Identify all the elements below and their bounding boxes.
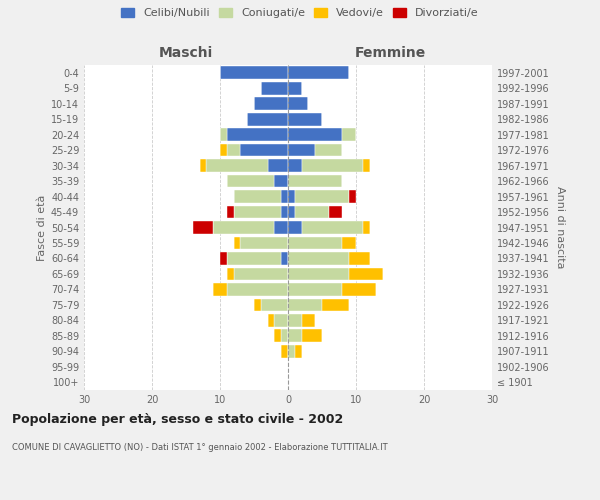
Bar	[343, 128, 356, 141]
Bar	[227, 128, 288, 141]
Bar	[288, 206, 295, 218]
Bar	[227, 252, 281, 265]
Bar	[220, 252, 227, 265]
Bar	[288, 144, 315, 156]
Bar	[288, 66, 349, 79]
Bar	[220, 144, 227, 156]
Bar	[254, 98, 288, 110]
Bar	[295, 345, 302, 358]
Bar	[363, 221, 370, 234]
Bar	[274, 330, 281, 342]
Bar	[261, 298, 288, 311]
Bar	[302, 159, 363, 172]
Text: Maschi: Maschi	[159, 46, 213, 60]
Bar	[288, 283, 343, 296]
Bar	[288, 98, 308, 110]
Bar	[227, 174, 274, 188]
Bar	[349, 190, 356, 203]
Bar	[233, 206, 281, 218]
Bar	[288, 221, 302, 234]
Bar	[281, 252, 288, 265]
Bar	[343, 236, 356, 250]
Bar	[329, 206, 343, 218]
Bar	[281, 206, 288, 218]
Bar	[193, 221, 213, 234]
Bar	[268, 314, 274, 326]
Y-axis label: Fasce di età: Fasce di età	[37, 194, 47, 260]
Bar	[288, 314, 302, 326]
Bar	[227, 206, 233, 218]
Bar	[233, 236, 241, 250]
Bar	[227, 144, 241, 156]
Bar	[288, 128, 343, 141]
Bar	[288, 174, 343, 188]
Bar	[254, 298, 261, 311]
Bar	[213, 283, 227, 296]
Bar	[281, 330, 288, 342]
Bar	[349, 268, 383, 280]
Bar	[281, 345, 288, 358]
Bar	[322, 298, 349, 311]
Bar	[261, 82, 288, 94]
Bar	[288, 159, 302, 172]
Bar	[288, 298, 322, 311]
Bar	[227, 283, 288, 296]
Bar	[241, 236, 288, 250]
Bar	[288, 330, 302, 342]
Bar	[274, 221, 288, 234]
Bar	[288, 190, 295, 203]
Bar	[227, 268, 233, 280]
Bar	[213, 221, 274, 234]
Bar	[281, 190, 288, 203]
Bar	[343, 283, 376, 296]
Bar	[288, 268, 349, 280]
Bar	[220, 66, 288, 79]
Bar	[295, 206, 329, 218]
Text: Popolazione per età, sesso e stato civile - 2002: Popolazione per età, sesso e stato civil…	[12, 412, 343, 426]
Bar	[288, 82, 302, 94]
Bar	[349, 252, 370, 265]
Bar	[233, 190, 281, 203]
Text: COMUNE DI CAVAGLIETTO (NO) - Dati ISTAT 1° gennaio 2002 - Elaborazione TUTTITALI: COMUNE DI CAVAGLIETTO (NO) - Dati ISTAT …	[12, 442, 388, 452]
Bar	[302, 314, 315, 326]
Bar	[288, 252, 349, 265]
Bar	[295, 190, 349, 203]
Y-axis label: Anni di nascita: Anni di nascita	[555, 186, 565, 269]
Bar	[288, 236, 343, 250]
Bar	[274, 174, 288, 188]
Bar	[200, 159, 206, 172]
Bar	[302, 330, 322, 342]
Legend: Celibi/Nubili, Coniugati/e, Vedovi/e, Divorziati/e: Celibi/Nubili, Coniugati/e, Vedovi/e, Di…	[119, 6, 481, 20]
Bar	[315, 144, 343, 156]
Bar	[268, 159, 288, 172]
Bar	[220, 128, 227, 141]
Bar	[247, 113, 288, 126]
Bar	[302, 221, 363, 234]
Text: Femmine: Femmine	[355, 46, 425, 60]
Bar	[363, 159, 370, 172]
Bar	[274, 314, 288, 326]
Bar	[206, 159, 268, 172]
Bar	[288, 113, 322, 126]
Bar	[288, 345, 295, 358]
Bar	[241, 144, 288, 156]
Bar	[233, 268, 288, 280]
